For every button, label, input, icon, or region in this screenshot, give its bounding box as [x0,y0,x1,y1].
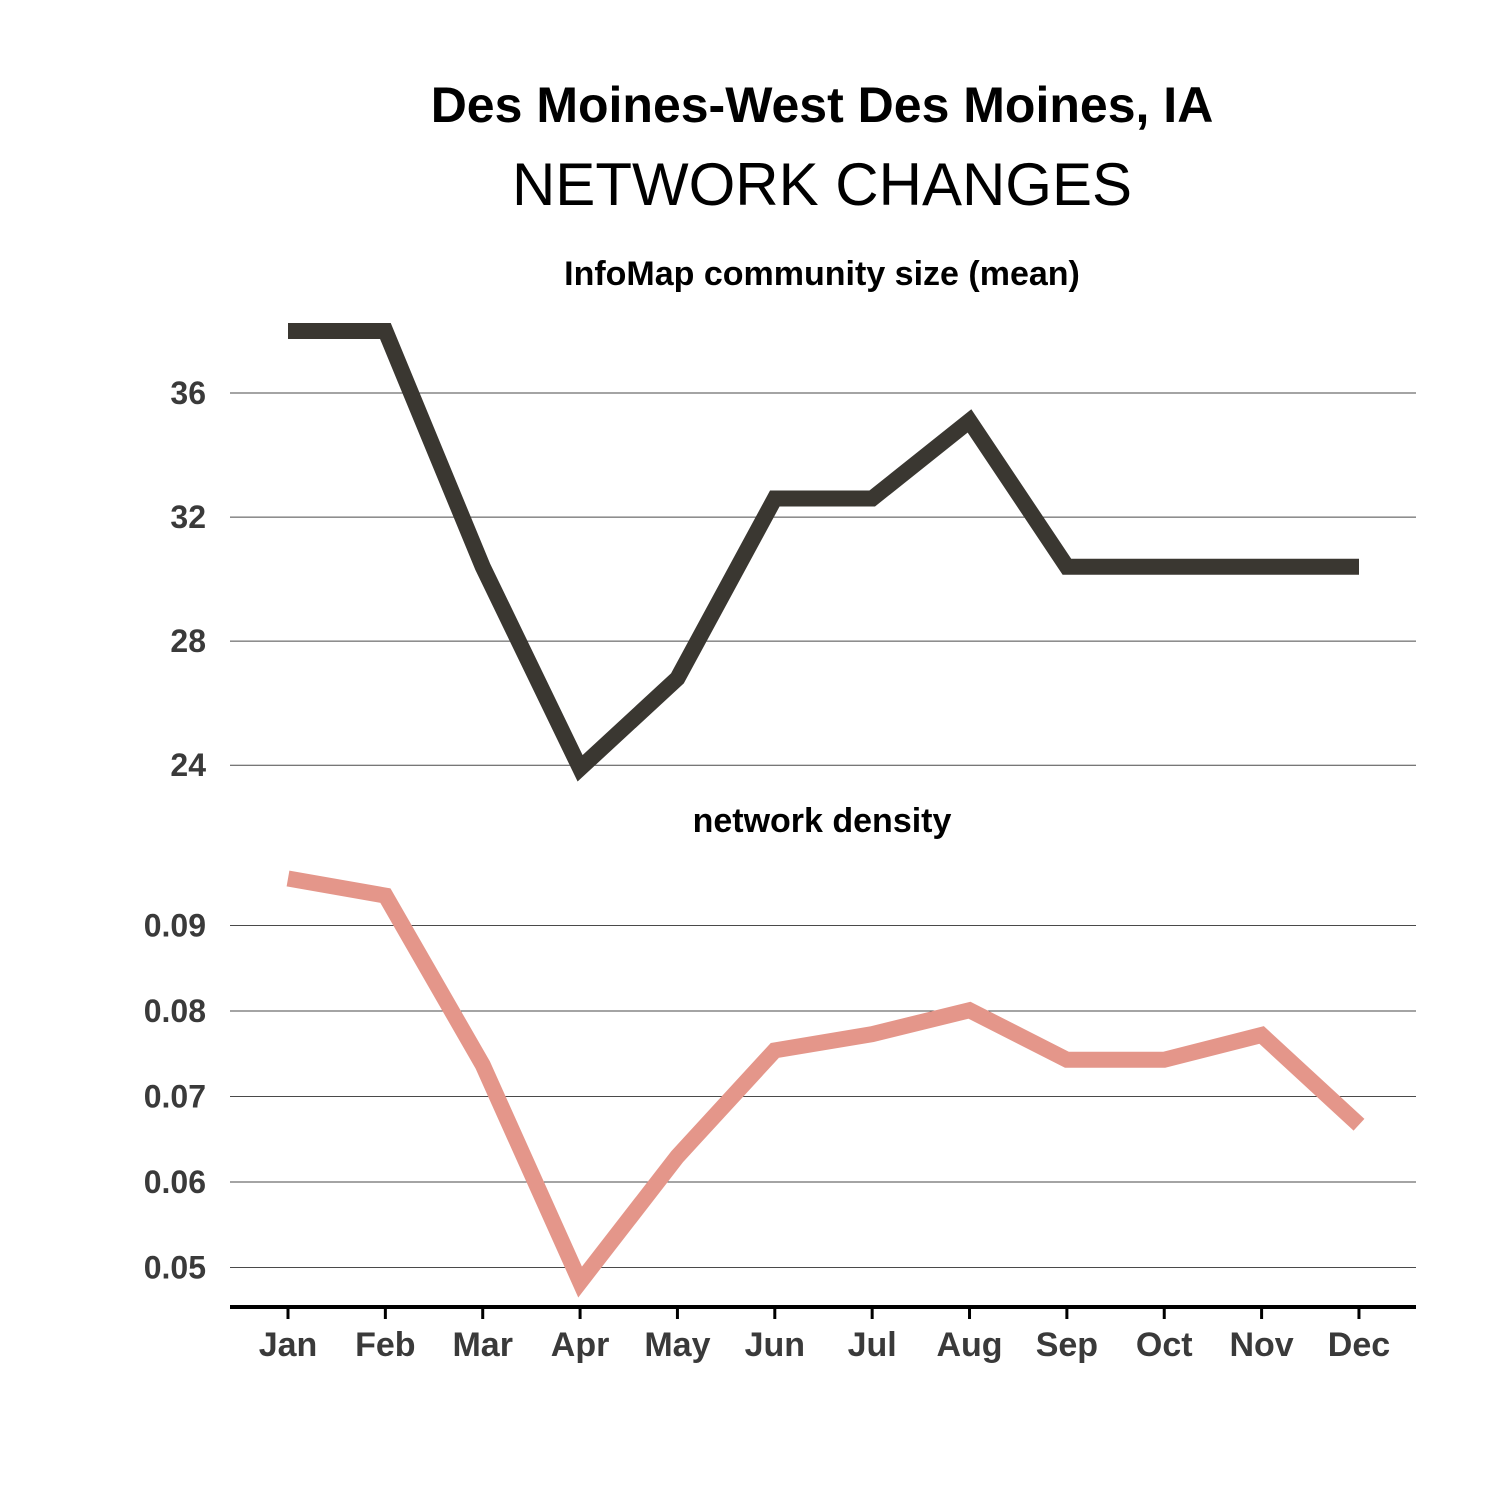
data-point [1259,564,1265,570]
chart-subtitle: NETWORK CHANGES [511,151,1133,218]
network-density-panel: network density 0.05 0.06 0.07 0.08 0.09 [144,802,1416,1298]
data-point [967,418,973,424]
y-tick-label: 36 [170,375,206,411]
y-tick-label: 0.05 [144,1250,206,1286]
x-tick-label: Mar [452,1326,512,1364]
data-point [1356,1122,1362,1128]
y-tick-label: 28 [170,623,206,659]
data-point [1161,1057,1167,1063]
x-tick-label: May [644,1326,710,1364]
data-point [1064,564,1070,570]
series-line [286,870,1365,1298]
x-tick-label: Sep [1036,1326,1098,1364]
data-point [480,564,486,570]
x-tick-label: Apr [551,1326,610,1364]
data-point [869,495,875,501]
y-tick-label: 24 [170,747,206,783]
x-tick-label: Oct [1136,1326,1193,1364]
data-point [967,1007,973,1013]
y-tick-label: 32 [170,499,206,535]
data-point [382,893,388,899]
x-tick-label: Jun [745,1326,805,1364]
x-axis: Jan Feb Mar Apr May Jun Jul Aug Sep Oct Nov Dec [230,1305,1416,1364]
data-point [1356,564,1362,570]
x-tick-label: Nov [1229,1326,1293,1364]
data-point [1064,1057,1070,1063]
x-tick-label: Jul [848,1326,897,1364]
data-point [674,675,680,681]
data-point [480,1062,486,1068]
data-point [674,1153,680,1159]
series-line [288,323,1359,782]
data-point [382,328,388,334]
data-point [1161,564,1167,570]
data-point [285,328,291,334]
data-point [577,1279,583,1285]
community-size-panel: InfoMap community size (mean) 24 28 32 36 [170,255,1416,783]
data-point [285,876,291,882]
y-tick-label: 0.09 [144,908,206,944]
data-point [772,1047,778,1053]
y-tick-label: 0.07 [144,1079,206,1115]
x-tick-label: Aug [936,1326,1002,1364]
panel-title: network density [693,802,952,840]
chart-title: Des Moines-West Des Moines, IA [430,77,1214,133]
x-tick-label: Jan [259,1326,318,1364]
data-point [772,495,778,501]
x-tick-label: Dec [1328,1326,1390,1364]
y-tick-label: 0.08 [144,993,206,1029]
data-point [1259,1032,1265,1038]
x-tick-label: Feb [355,1326,415,1364]
data-point [577,765,583,771]
data-point [869,1031,875,1037]
panel-title: InfoMap community size (mean) [564,255,1080,293]
y-tick-label: 0.06 [144,1164,206,1200]
